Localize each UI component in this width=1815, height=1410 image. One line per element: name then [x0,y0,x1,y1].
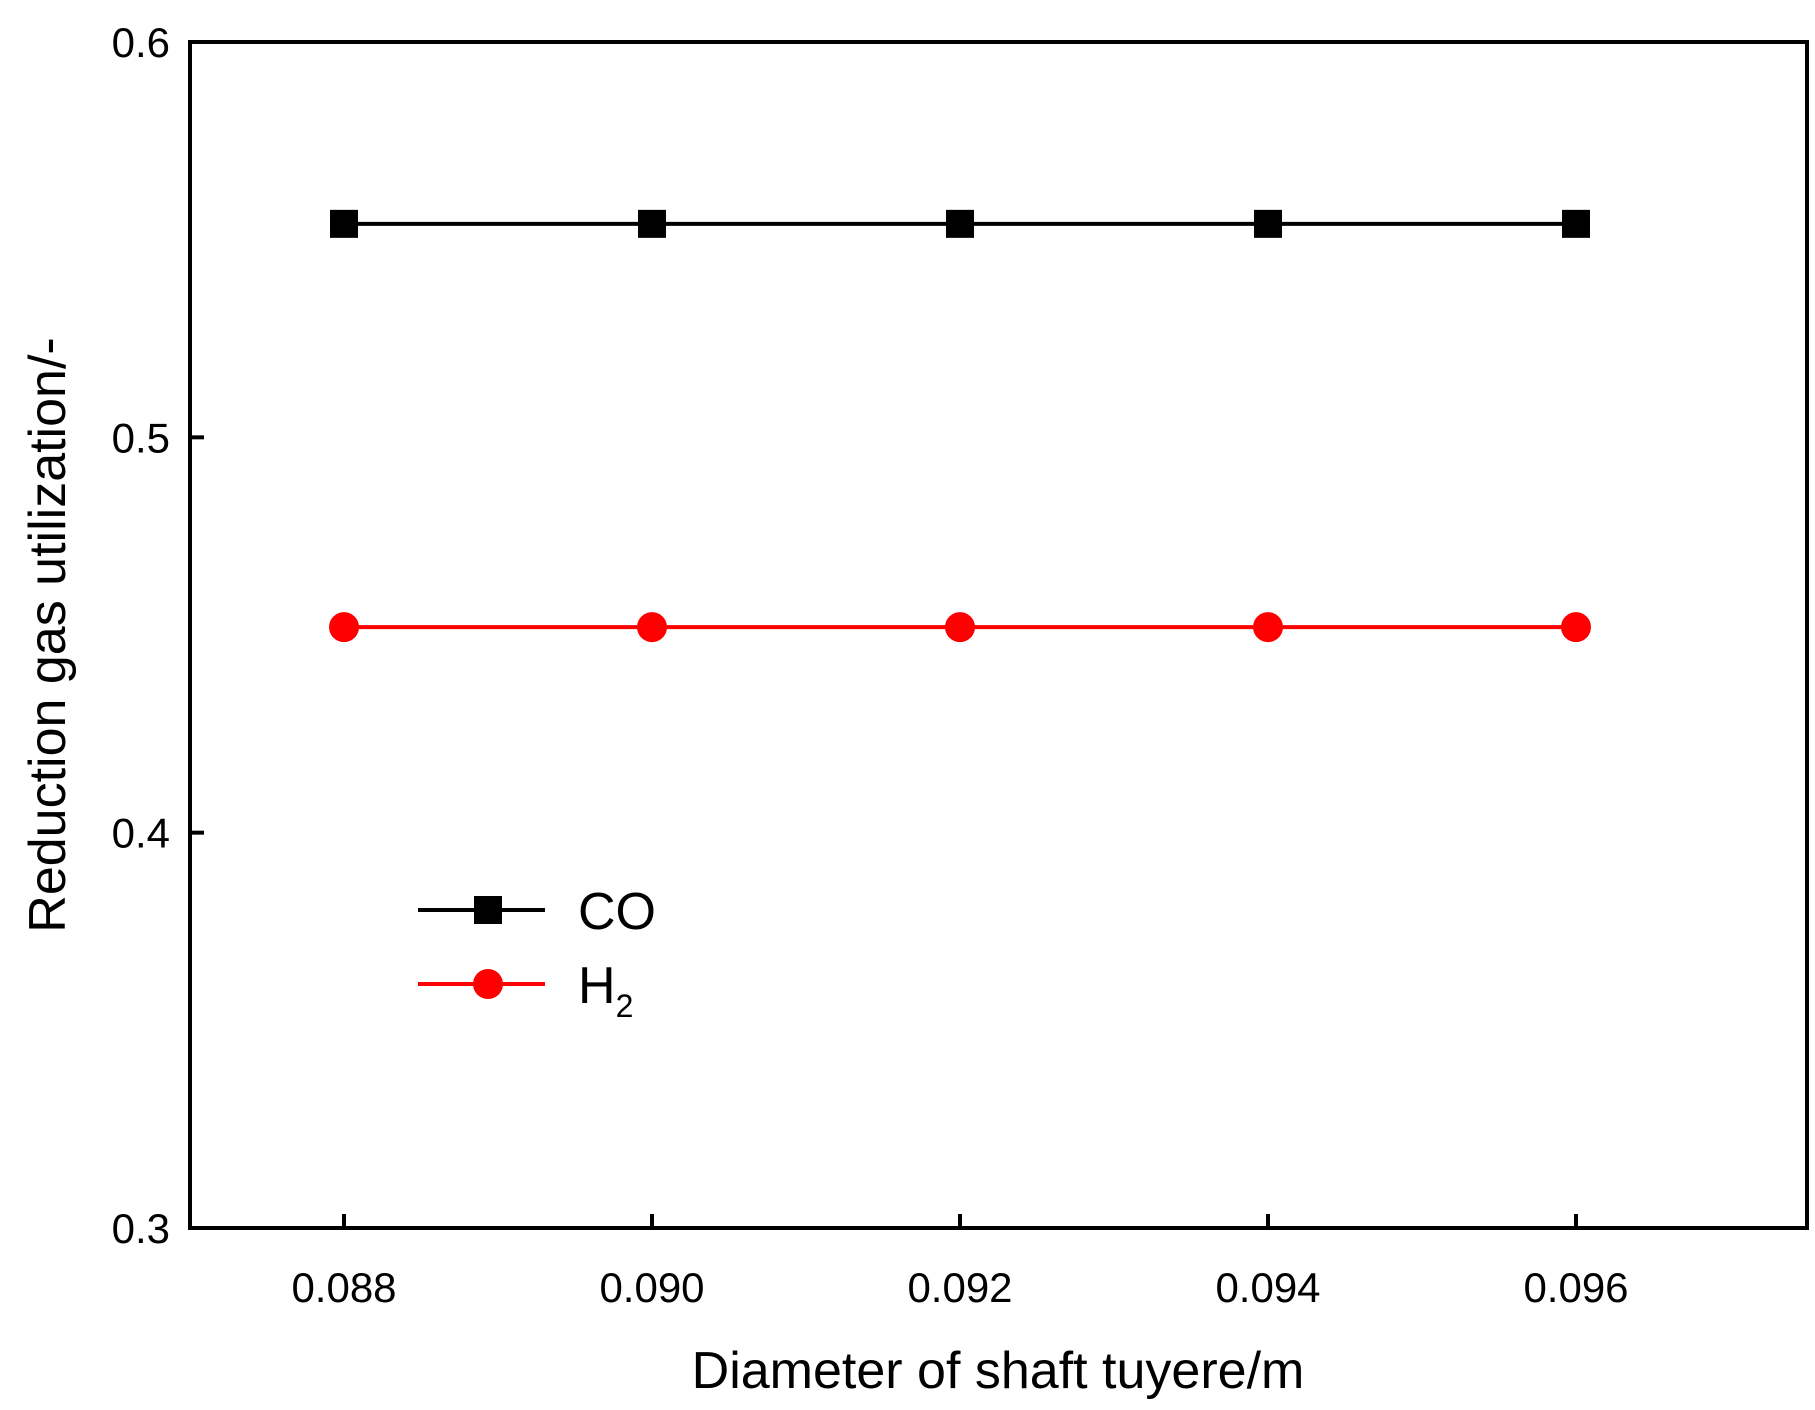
x-tick-label: 0.090 [599,1264,704,1311]
y-axis-ticks: 0.3 0.4 0.5 0.6 [112,19,204,1252]
legend: CO H2 [418,883,656,1024]
y-tick-label: 0.5 [112,414,170,461]
series-co-point [946,209,974,238]
x-tick-label: 0.094 [1215,1264,1320,1311]
series-layer [329,209,1591,643]
series-h2-point [1253,612,1283,643]
legend-h2-label-sub: 2 [616,988,634,1024]
series-co-point [1562,209,1590,238]
x-tick-label: 0.096 [1523,1264,1628,1311]
y-axis-title: Reduction gas utilization/- [19,337,77,932]
plot-frame [188,40,1809,1230]
series-h2-point [945,612,975,643]
y-tick-label: 0.4 [112,810,170,857]
x-axis-ticks: 0.088 0.090 0.092 0.094 0.096 [291,1214,1629,1311]
y-tick-label: 0.3 [112,1205,170,1252]
legend-co-marker [474,896,502,924]
series-co-point [638,209,666,238]
series-h2-point [1561,612,1591,643]
y-tick-label: 0.6 [112,19,170,66]
series-h2-point [329,612,359,643]
legend-h2-marker [473,969,503,999]
legend-h2-label-main: H [578,957,616,1015]
series-h2-point [637,612,667,643]
series-co-point [1254,209,1282,238]
x-tick-label: 0.088 [291,1264,396,1311]
x-axis-title: Diameter of shaft tuyere/m [692,1342,1305,1400]
legend-co-label: CO [578,883,656,941]
legend-h2-label: H2 [578,957,633,1024]
series-co-point [330,209,358,238]
x-tick-label: 0.092 [907,1264,1012,1311]
